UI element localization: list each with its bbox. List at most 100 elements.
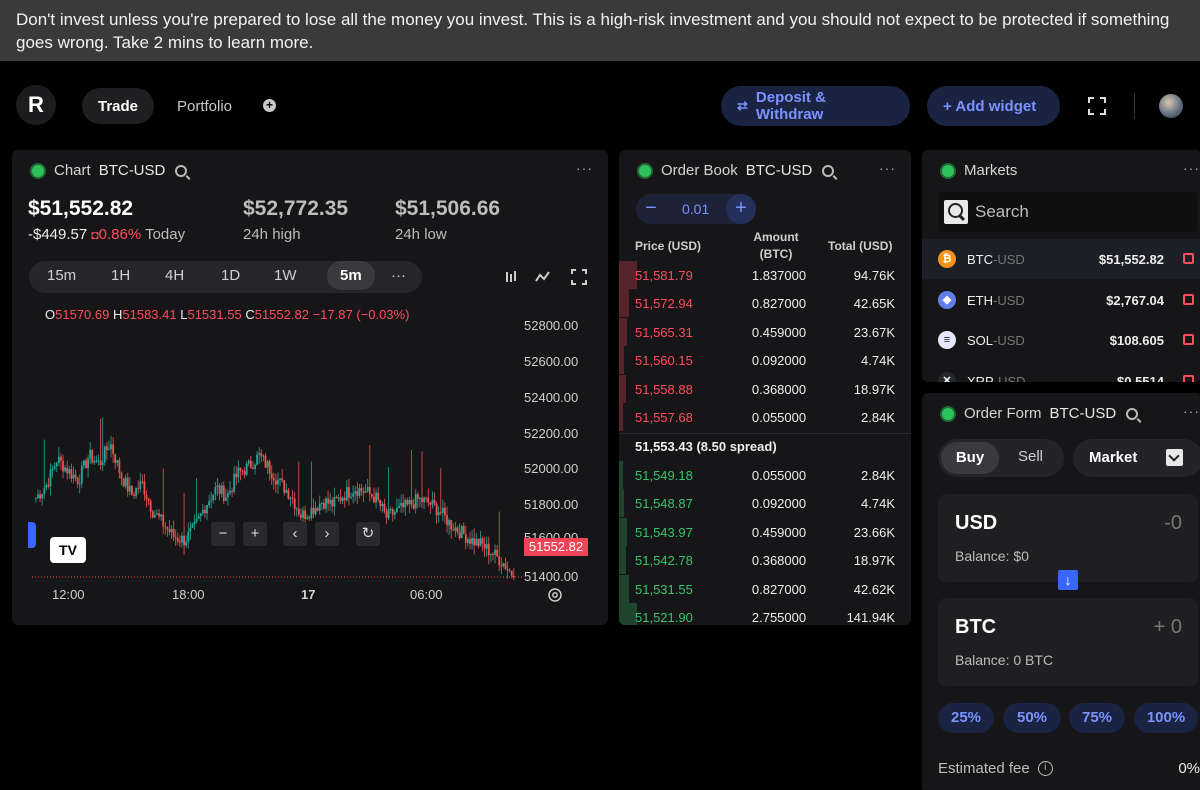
chart-settings-icon[interactable]: [547, 587, 563, 603]
candle-body: [448, 520, 451, 526]
candle-body: [118, 460, 121, 473]
status-dot-icon: [940, 405, 956, 422]
candle-body: [141, 481, 144, 483]
order-type-select[interactable]: Market: [1073, 439, 1200, 477]
market-row[interactable]: ≡ SOL-USD $108.605: [922, 320, 1200, 360]
market-row[interactable]: ◆ ETH-USD $2,767.04: [922, 280, 1200, 320]
panel-symbol[interactable]: BTC-USD: [745, 162, 813, 179]
indicators-icon[interactable]: [535, 270, 551, 284]
more-options-icon[interactable]: ···: [1183, 160, 1200, 176]
tab-trade[interactable]: Trade: [82, 88, 155, 124]
swap-arrow-icon[interactable]: ↓: [1058, 570, 1078, 590]
timeframe-4h[interactable]: 4H: [165, 267, 185, 284]
percent-25-button[interactable]: 25%: [938, 703, 994, 733]
candle-body: [289, 497, 292, 499]
step-increase-button[interactable]: +: [726, 194, 756, 224]
info-icon[interactable]: i: [1037, 761, 1053, 776]
sell-tab[interactable]: Sell: [1018, 448, 1044, 465]
fullscreen-icon[interactable]: [1088, 97, 1106, 115]
candle-body: [76, 477, 79, 485]
more-options-icon[interactable]: ···: [576, 160, 593, 176]
bid-row[interactable]: 51,542.78 0.368000 18.97K: [619, 546, 911, 575]
scroll-right-button[interactable]: ›: [315, 522, 339, 546]
candle-body: [105, 446, 108, 451]
candle-body: [78, 483, 81, 485]
search-icon[interactable]: [1126, 407, 1139, 420]
deposit-withdraw-button[interactable]: ⇄ Deposit & Withdraw: [721, 86, 910, 126]
candle-body: [279, 478, 281, 480]
market-row[interactable]: ₿ BTC-USD $51,552.82: [922, 239, 1200, 279]
bid-row[interactable]: 51,548.87 0.092000 4.74K: [619, 489, 911, 518]
timeframe-1d[interactable]: 1D: [221, 267, 241, 284]
search-icon[interactable]: [175, 164, 188, 177]
candle-body: [416, 494, 419, 499]
timeframe-1w[interactable]: 1W: [274, 267, 297, 284]
candle-body: [126, 477, 129, 492]
more-options-icon[interactable]: ···: [1183, 403, 1200, 419]
ask-row[interactable]: 51,581.79 1.837000 94.76K: [619, 261, 911, 289]
candle-body: [293, 498, 296, 509]
nav-divider: [1134, 93, 1135, 119]
market-symbol: ETH-USD: [967, 293, 1025, 308]
candle-body: [83, 460, 85, 466]
panel-symbol[interactable]: BTC-USD: [98, 162, 166, 179]
btc-amount-field[interactable]: BTC + 0 Balance: 0 BTC: [938, 598, 1198, 686]
bid-row[interactable]: 51,531.55 0.827000 42.62K: [619, 574, 911, 603]
bid-row[interactable]: 51,521.90 2.755000 141.94K: [619, 603, 911, 625]
bid-row[interactable]: 51,549.18 0.055000 2.84K: [619, 461, 911, 489]
x-tick-label: 18:00: [172, 587, 205, 602]
timeframe-1h[interactable]: 1H: [111, 267, 131, 284]
candle-body: [425, 497, 428, 499]
ask-row[interactable]: 51,565.31 0.459000 23.67K: [619, 317, 911, 346]
timeframe-5m[interactable]: 5m: [327, 261, 375, 290]
tab-portfolio[interactable]: Portfolio: [177, 97, 233, 115]
drawing-toolbar-toggle[interactable]: [28, 522, 36, 548]
current-price: $51,552.82: [28, 197, 134, 220]
bid-row[interactable]: 51,543.97 0.459000 23.66K: [619, 517, 911, 546]
user-avatar[interactable]: [1159, 94, 1183, 118]
candlestick-chart[interactable]: [32, 320, 522, 580]
more-options-icon[interactable]: ···: [879, 160, 896, 176]
percent-75-button[interactable]: 75%: [1069, 703, 1125, 733]
candle-body: [99, 460, 102, 466]
currency-amount[interactable]: -0: [1164, 512, 1182, 534]
ask-row[interactable]: 51,558.88 0.368000 18.97K: [619, 374, 911, 403]
step-decrease-button[interactable]: −: [645, 197, 657, 219]
ask-row[interactable]: 51,572.94 0.827000 42.65K: [619, 289, 911, 318]
scroll-left-button[interactable]: ‹: [283, 522, 307, 546]
app-logo[interactable]: R: [16, 85, 56, 125]
candle-body: [149, 500, 152, 512]
risk-warning-banner[interactable]: Don't invest unless you're prepared to l…: [0, 0, 1200, 61]
add-tab-icon[interactable]: +: [263, 99, 276, 112]
market-search-input[interactable]: Search: [938, 192, 1198, 232]
tradingview-logo[interactable]: TV: [50, 537, 86, 563]
candle-body: [302, 510, 304, 518]
col-header-total: Total (USD): [828, 239, 893, 253]
percent-100-button[interactable]: 100%: [1134, 703, 1198, 733]
ask-row[interactable]: 51,560.15 0.092000 4.74K: [619, 346, 911, 375]
panel-symbol[interactable]: BTC-USD: [1049, 405, 1117, 422]
market-row[interactable]: ✕ XRP-USD $0.5514: [922, 361, 1200, 382]
search-icon[interactable]: [822, 164, 835, 177]
percent-50-button[interactable]: 50%: [1003, 703, 1061, 733]
currency-amount[interactable]: + 0: [1153, 616, 1182, 638]
candle-body: [487, 543, 490, 555]
depth-bar: [619, 289, 630, 318]
chart-fullscreen-icon[interactable]: [571, 269, 587, 285]
timeframe-15m[interactable]: 15m: [47, 267, 77, 284]
zoom-out-button[interactable]: −: [211, 522, 235, 546]
buy-tab[interactable]: Buy: [941, 442, 999, 474]
ask-row[interactable]: 51,557.68 0.055000 2.84K: [619, 403, 911, 431]
reset-chart-button[interactable]: ↻: [356, 522, 380, 546]
market-price: $51,552.82: [1098, 252, 1164, 267]
candle-body: [60, 456, 62, 461]
usd-amount-field[interactable]: USD -0 Balance: $0: [938, 494, 1198, 582]
candle-type-icon[interactable]: [504, 270, 518, 284]
currency-name: BTC: [955, 616, 997, 638]
add-widget-button[interactable]: + Add widget: [927, 86, 1060, 126]
change-period: Today: [145, 226, 186, 243]
timeframe-more[interactable]: ···: [391, 267, 406, 284]
zoom-in-button[interactable]: +: [243, 522, 267, 546]
candle-body: [241, 470, 244, 472]
depth-bar: [619, 403, 624, 431]
